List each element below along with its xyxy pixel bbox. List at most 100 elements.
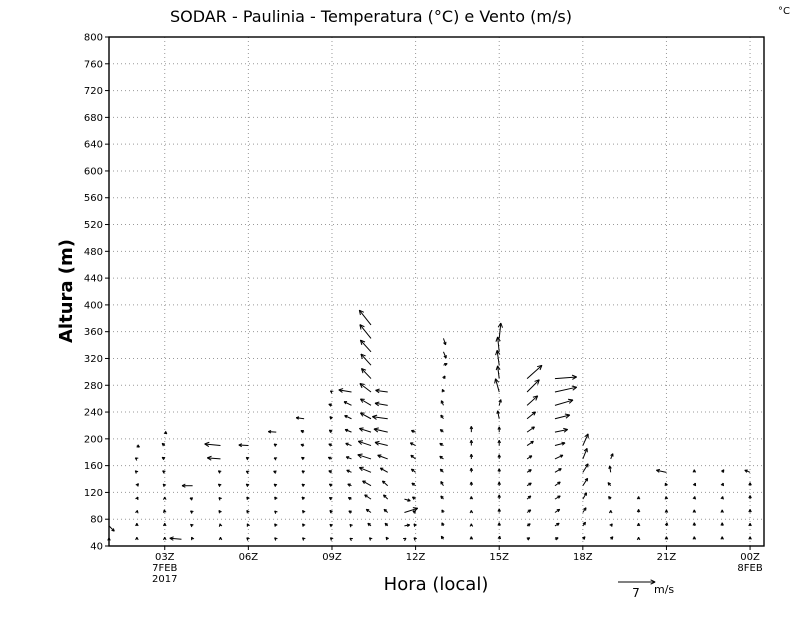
wind-arrow: [238, 443, 249, 448]
wind-arrow: [497, 522, 501, 526]
x-tick-label: 18Z: [573, 552, 593, 563]
wind-arrow: [526, 482, 532, 487]
wind-arrow: [664, 496, 669, 500]
wind-arrow: [359, 382, 372, 393]
wind-arrow: [692, 509, 697, 513]
wind-arrow: [441, 509, 445, 513]
y-tick-label: 640: [84, 140, 103, 151]
wind-arrow: [346, 469, 352, 473]
wind-arrow: [385, 536, 390, 541]
wind-arrow: [526, 523, 531, 527]
wind-arrow: [720, 536, 724, 540]
wind-arrow: [748, 523, 752, 527]
wind-arrow: [608, 510, 613, 514]
wind-arrow: [439, 429, 444, 433]
reference-vector-speed: 7: [632, 586, 640, 600]
x-tick-date: 7FEB: [152, 563, 177, 574]
grid-lines: [109, 37, 764, 546]
wind-arrow: [300, 443, 305, 447]
wind-arrow: [526, 395, 539, 406]
x-tick-label: 03Z: [155, 552, 175, 563]
wind-arrow: [443, 351, 447, 359]
wind-arrow: [498, 399, 502, 406]
wind-arrow: [526, 509, 532, 513]
wind-arrow: [273, 443, 278, 447]
plot-frame: [108, 36, 765, 547]
wind-arrow: [365, 508, 372, 513]
wind-arrow: [411, 496, 416, 500]
reference-vector: 7 m/s: [618, 579, 674, 600]
wind-arrow: [582, 433, 589, 446]
wind-arrow: [554, 537, 559, 541]
wind-arrow: [135, 510, 139, 514]
wind-arrow: [358, 427, 372, 433]
wind-vectors: [107, 309, 752, 542]
wind-arrow: [404, 507, 419, 513]
wind-arrow: [554, 374, 577, 380]
wind-arrow: [610, 453, 614, 460]
wind-arrow: [246, 509, 250, 514]
wind-arrow: [526, 379, 540, 393]
wind-arrow: [497, 535, 502, 540]
x-axis-label: Hora (local): [384, 574, 489, 595]
wind-arrow: [358, 309, 372, 326]
wind-arrow: [383, 494, 389, 500]
wind-arrow: [273, 457, 278, 461]
wind-arrow: [720, 522, 724, 526]
wind-arrow: [349, 523, 353, 528]
wind-arrow: [169, 536, 182, 541]
wind-arrow: [469, 426, 474, 433]
wind-arrow: [338, 388, 352, 393]
wind-arrow: [364, 494, 372, 500]
wind-arrow: [374, 440, 388, 447]
wind-arrow: [359, 398, 372, 406]
wind-arrow: [245, 470, 250, 474]
wind-arrow: [358, 466, 372, 473]
wind-arrow: [554, 427, 568, 433]
wind-arrow: [217, 470, 222, 474]
wind-arrow: [439, 468, 444, 473]
wind-arrow: [720, 469, 725, 473]
wind-arrow: [440, 495, 444, 500]
wind-arrow: [582, 521, 586, 527]
wind-arrow: [374, 401, 388, 407]
wind-arrow: [135, 523, 139, 527]
wind-arrow: [526, 455, 533, 460]
corner-unit-label: °C: [778, 6, 790, 17]
wind-arrow: [218, 536, 223, 541]
wind-arrow: [608, 496, 612, 500]
x-tick-label: 15Z: [489, 552, 509, 563]
wind-arrow: [495, 365, 501, 379]
wind-arrow: [497, 468, 501, 473]
wind-arrow: [412, 510, 416, 514]
wind-arrow: [162, 523, 167, 527]
wind-arrow: [582, 507, 587, 513]
wind-arrow: [720, 496, 724, 500]
wind-arrow: [744, 469, 751, 473]
wind-arrow: [362, 480, 372, 487]
wind-arrow: [554, 522, 560, 527]
wind-arrow: [273, 470, 277, 474]
y-tick-label: 240: [84, 408, 103, 419]
wind-arrow: [497, 440, 501, 446]
wind-arrow: [357, 440, 372, 447]
wind-arrow: [268, 430, 277, 434]
wind-arrow: [377, 454, 388, 460]
wind-arrow: [134, 470, 139, 474]
wind-arrow: [246, 496, 250, 501]
wind-arrow: [554, 481, 561, 487]
wind-arrow: [181, 483, 193, 488]
wind-arrow: [206, 455, 221, 461]
wind-arrow: [409, 442, 416, 446]
wind-arrow: [748, 509, 752, 513]
reference-vector-arrow: [618, 579, 656, 585]
wind-arrow: [554, 413, 571, 420]
wind-arrow: [204, 441, 221, 447]
y-tick-label: 440: [84, 274, 103, 285]
wind-arrow: [373, 427, 388, 433]
wind-arrow: [359, 412, 372, 420]
y-axis-ticks: 40 80 120 160 200 240 280 320 360 400 440 480 520 560…: [84, 33, 109, 553]
y-tick-label: 800: [84, 33, 103, 44]
wind-arrow: [301, 470, 306, 474]
y-tick-label: 280: [84, 381, 103, 392]
